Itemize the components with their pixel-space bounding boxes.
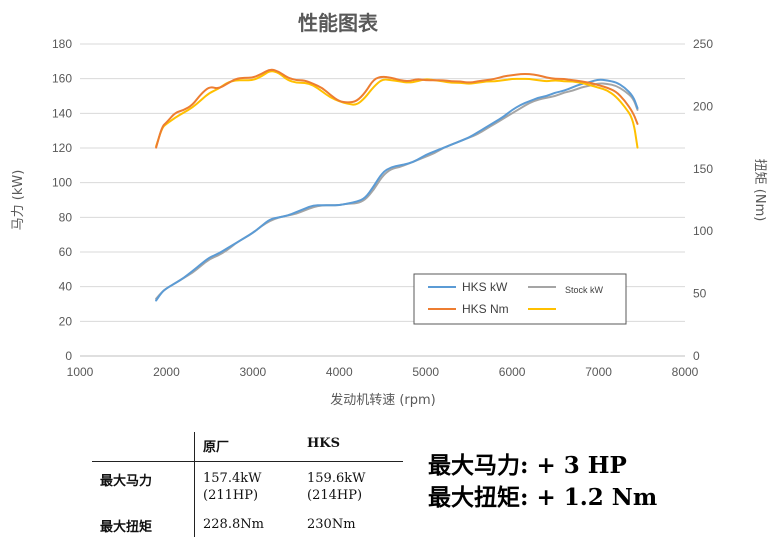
y-right-tick-label: 200: [693, 99, 713, 113]
y-left-tick-label: 80: [59, 210, 73, 224]
y-left-tick-label: 60: [59, 245, 73, 259]
table-header-corner: [92, 432, 195, 462]
series-line-hks-kw: [155, 78, 639, 302]
gain-power-text: 最大马力: + 3 HP: [428, 452, 627, 479]
gains-summary: 最大马力: + 3 HP 最大扭矩: + 1.2 Nm: [428, 450, 657, 514]
y-right-tick-label: 100: [693, 224, 713, 238]
right-axis-title: 扭矩 (Nm): [752, 159, 767, 222]
y-left-tick-label: 140: [52, 106, 72, 120]
x-tick-label: 5000: [412, 365, 439, 379]
x-tick-label: 6000: [499, 365, 526, 379]
x-tick-label: 4000: [326, 365, 353, 379]
cell-stock-max-power: 157.4kW (211HP): [194, 461, 299, 506]
gain-torque-text: 最大扭矩: + 1.2 Nm: [428, 484, 658, 511]
cell-hks-max-torque: 230Nm: [307, 517, 356, 532]
stock-power-hp: (211HP): [203, 488, 259, 503]
series-lines: [155, 68, 639, 302]
y-left-tick-label: 40: [59, 280, 73, 294]
chart-title: 性能图表: [298, 11, 379, 35]
table-header-stock: 原厂: [194, 432, 299, 462]
legend-label-stock-kw: Stock kW: [565, 285, 604, 295]
x-axis-title: 发动机转速 (rpm): [330, 392, 436, 408]
x-axis-ticks: 1000 2000 3000 4000 5000 6000 7000 8000: [67, 365, 699, 379]
left-axis-title: 马力 (kW): [11, 170, 26, 231]
hks-power-hp: (214HP): [307, 488, 363, 503]
gridlines: [80, 43, 685, 357]
legend-label-hks-nm: HKS Nm: [462, 302, 509, 316]
x-tick-label: 2000: [153, 365, 180, 379]
right-axis-ticks: 0 50 100 150 200 250: [693, 37, 713, 363]
series-line-stock-kw: [155, 82, 639, 300]
y-right-tick-label: 50: [693, 287, 707, 301]
legend-label-hks-kw: HKS kW: [462, 280, 508, 294]
cell-hks-max-power: 159.6kW (214HP): [299, 462, 403, 507]
x-tick-label: 1000: [67, 365, 94, 379]
table-header-row: 原厂 HKS: [92, 432, 403, 462]
stock-power-kw: 157.4kW: [203, 471, 262, 486]
legend: HKS kW Stock kW HKS Nm: [413, 273, 627, 325]
y-right-tick-label: 0: [693, 349, 700, 363]
y-left-tick-label: 100: [52, 176, 72, 190]
table-row: 最大马力 157.4kW (211HP) 159.6kW (214HP): [92, 461, 403, 507]
y-left-tick-label: 160: [52, 72, 72, 86]
y-right-tick-label: 250: [693, 37, 713, 51]
x-tick-label: 7000: [585, 365, 612, 379]
legend-box: [413, 273, 627, 325]
row-label-max-torque: 最大扭矩: [100, 520, 153, 535]
x-tick-label: 3000: [240, 365, 267, 379]
y-right-tick-label: 150: [693, 162, 713, 176]
left-axis-ticks: 0 20 40 60 80 100 120 140 160 180: [52, 37, 72, 363]
x-tick-label: 8000: [672, 365, 699, 379]
y-left-tick-label: 20: [59, 314, 73, 328]
performance-chart: 性能图表 0 20 40 60 80 100 120 140 160 180 0 50 100 150 2…: [11, 11, 767, 408]
y-left-tick-label: 120: [52, 141, 72, 155]
table-header-hks: HKS: [299, 432, 403, 462]
y-left-tick-label: 180: [52, 37, 72, 51]
hks-power-kw: 159.6kW: [307, 471, 366, 486]
row-label-max-power: 最大马力: [100, 474, 153, 489]
spec-table: 原厂 HKS 最大马力 157.4kW (211HP) 159.6kW (214…: [92, 432, 403, 537]
y-left-tick-label: 0: [65, 349, 72, 363]
table-row: 最大扭矩 228.8Nm 230Nm: [92, 506, 403, 537]
series-line-hks-nm: [155, 68, 639, 149]
cell-stock-max-torque: 228.8Nm: [194, 506, 299, 537]
